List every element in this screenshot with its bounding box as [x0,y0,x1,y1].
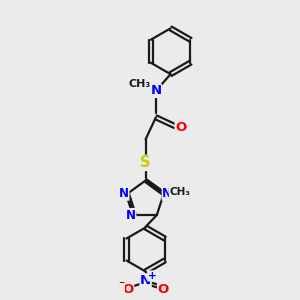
Text: CH₃: CH₃ [129,79,151,88]
Text: N: N [119,187,129,200]
Text: N: N [150,84,161,98]
Text: S: S [140,155,151,170]
Text: +: + [148,271,156,281]
Text: N: N [162,187,172,200]
Text: N: N [140,274,151,287]
Text: N: N [126,208,136,221]
Text: O: O [158,283,169,296]
Text: O: O [122,283,134,296]
Text: ⁻: ⁻ [118,279,124,292]
Text: O: O [175,121,187,134]
Text: CH₃: CH₃ [169,187,190,197]
